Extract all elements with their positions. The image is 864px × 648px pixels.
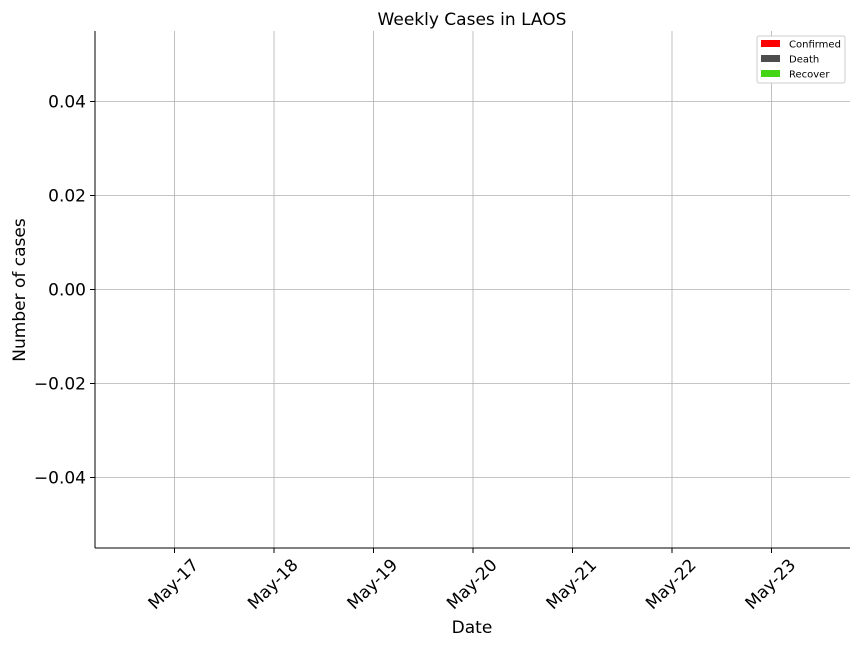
x-tick-label: May-20 <box>443 555 501 613</box>
grid <box>95 31 850 548</box>
legend-label: Death <box>789 55 819 66</box>
y-tick-label: −0.02 <box>34 375 86 395</box>
y-tick-label: 0.04 <box>48 93 86 113</box>
legend-swatch <box>761 40 780 47</box>
y-tick-label: 0.00 <box>48 281 86 301</box>
x-tick-label: May-17 <box>145 555 203 613</box>
chart-title: Weekly Cases in LAOS <box>378 10 567 30</box>
y-ticks: −0.04 −0.02 0.00 0.02 0.04 <box>34 93 95 489</box>
x-tick-label: May-23 <box>742 555 800 613</box>
legend-label: Recover <box>789 70 830 81</box>
x-tick-label: May-19 <box>344 555 402 613</box>
y-tick-label: −0.04 <box>34 469 86 489</box>
x-tick-label: May-18 <box>244 555 302 613</box>
y-tick-label: 0.02 <box>48 187 86 207</box>
legend-swatch <box>761 70 780 77</box>
legend-swatch <box>761 55 780 62</box>
legend: Confirmed Death Recover <box>756 35 846 84</box>
x-axis-label: Date <box>452 618 493 638</box>
legend-label: Confirmed <box>789 40 841 51</box>
x-tick-label: May-22 <box>642 555 700 613</box>
x-ticks: May-17 May-18 May-19 May-20 May-21 May-22 May-… <box>145 548 800 614</box>
y-axis-label: Number of cases <box>10 218 30 362</box>
x-tick-label: May-21 <box>543 555 601 613</box>
